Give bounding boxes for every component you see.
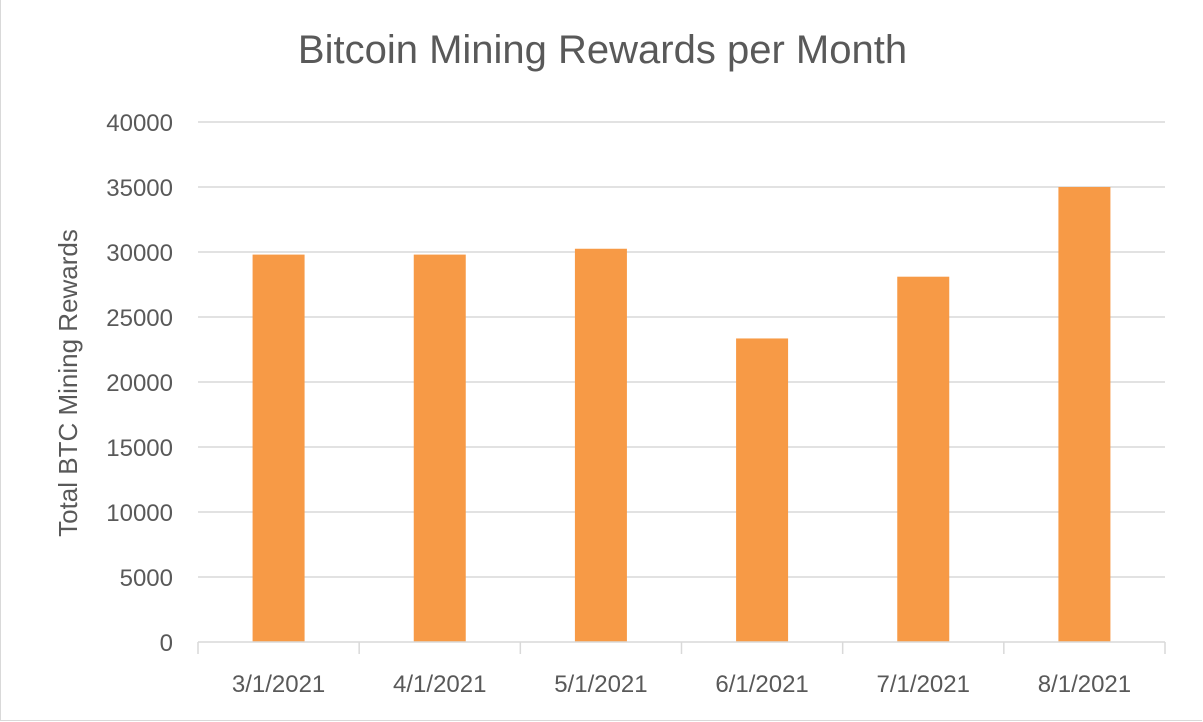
x-tick-label: 4/1/2021 — [393, 671, 486, 698]
y-axis-title: Total BTC Mining Rewards — [53, 229, 83, 537]
bar — [897, 276, 950, 642]
x-tick-label: 7/1/2021 — [877, 671, 970, 698]
gridlines — [198, 121, 1165, 578]
x-tick-labels: 3/1/2021 4/1/2021 5/1/2021 6/1/2021 7/1/2021… — [232, 671, 1131, 698]
y-tick-label: 5000 — [120, 565, 173, 592]
x-tick-label: 6/1/2021 — [715, 671, 808, 698]
y-tick-label: 0 — [160, 630, 173, 657]
x-tick-label: 3/1/2021 — [232, 671, 325, 698]
y-tick-label: 40000 — [106, 110, 173, 137]
bar — [736, 338, 789, 642]
bars — [252, 187, 1111, 642]
y-tick-labels: 0 5000 10000 15000 20000 25000 30000 35000 40000 — [106, 110, 173, 657]
bar — [252, 254, 305, 642]
y-tick-label: 10000 — [106, 500, 173, 527]
y-tick-label: 35000 — [106, 175, 173, 202]
bar — [574, 248, 627, 642]
bar — [1058, 187, 1111, 642]
axes — [197, 641, 1166, 654]
bar — [413, 254, 466, 642]
y-tick-label: 30000 — [106, 240, 173, 267]
y-tick-label: 25000 — [106, 305, 173, 332]
y-tick-label: 15000 — [106, 435, 173, 462]
x-tick-label: 5/1/2021 — [554, 671, 647, 698]
x-tick-label: 8/1/2021 — [1038, 671, 1131, 698]
y-tick-label: 20000 — [106, 370, 173, 397]
chart-title: Bitcoin Mining Rewards per Month — [297, 28, 908, 72]
